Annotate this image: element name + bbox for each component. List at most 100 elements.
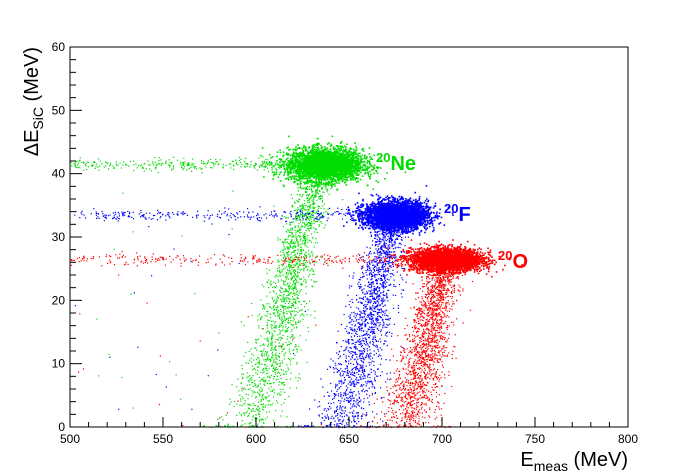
point-20ne [352, 164, 354, 166]
point-20ne [301, 350, 302, 351]
point-20ne [295, 299, 296, 300]
point-20ne [273, 368, 274, 369]
point-20ne [294, 277, 295, 278]
point-20ne [345, 149, 347, 151]
point-20ne [287, 261, 288, 262]
point-20ne [272, 353, 273, 354]
point-20ne [369, 176, 371, 178]
point-20ne [311, 251, 312, 252]
point-20ne [340, 155, 342, 157]
point-20ne [272, 364, 273, 365]
point-20ne [283, 326, 284, 327]
point-20ne [336, 149, 338, 151]
point-20ne [354, 171, 356, 173]
point-20ne [221, 416, 222, 417]
point-20ne [351, 176, 353, 178]
point-20ne [261, 399, 262, 400]
point-20ne [292, 198, 293, 199]
point-20ne [285, 371, 286, 372]
point-20ne [228, 424, 229, 425]
point-20ne [367, 169, 369, 171]
point-20ne [324, 174, 325, 175]
point-20ne [275, 321, 276, 322]
point-20ne [297, 209, 298, 210]
point-20ne [321, 157, 323, 159]
point-20ne [311, 225, 312, 226]
point-20ne [286, 217, 287, 218]
point-20ne [282, 161, 284, 163]
point-20ne [354, 170, 356, 172]
point-20ne [295, 324, 296, 325]
point-20ne [271, 386, 272, 387]
point-20ne [289, 249, 290, 250]
point-20ne [290, 363, 291, 364]
point-20ne [344, 176, 346, 178]
point-20ne [276, 299, 277, 300]
point-20ne [297, 243, 298, 244]
point-20ne [295, 234, 296, 235]
point-20ne [295, 283, 296, 284]
point-20ne [336, 171, 338, 173]
point-20ne [297, 380, 298, 381]
point-20ne [288, 217, 289, 218]
point-20ne [337, 179, 338, 180]
point-20ne [265, 405, 266, 406]
point-20ne [290, 361, 291, 362]
point-20ne [288, 396, 289, 397]
point-20ne [281, 301, 282, 302]
point-20ne [340, 168, 342, 170]
point-20ne [324, 203, 325, 204]
point-20ne [271, 347, 272, 348]
point-20ne [287, 254, 288, 255]
point-20ne [248, 363, 249, 364]
point-20ne [259, 419, 260, 420]
point-20ne [300, 183, 302, 185]
point-20ne [314, 231, 315, 232]
point-20ne [319, 180, 320, 181]
point-20ne [295, 264, 296, 265]
point-20ne [273, 307, 274, 308]
point-20ne [279, 317, 280, 318]
point-20ne [255, 405, 256, 406]
point-20ne [290, 167, 292, 169]
point-20ne [340, 161, 342, 163]
point-20ne [335, 181, 337, 183]
point-20ne [290, 173, 292, 175]
point-20ne [314, 246, 315, 247]
point-20ne [294, 178, 296, 180]
point-20ne [285, 242, 286, 243]
point-20ne [253, 405, 254, 406]
point-20ne [291, 305, 292, 306]
point-20ne [306, 340, 307, 341]
point-20ne [288, 254, 289, 255]
point-20ne [276, 356, 277, 357]
point-20ne [365, 165, 367, 167]
point-20ne [286, 374, 287, 375]
point-20ne [274, 286, 275, 287]
point-20ne [255, 373, 256, 374]
point-20ne [301, 211, 302, 212]
point-20ne [265, 306, 266, 307]
point-20ne [293, 298, 294, 299]
point-20ne [369, 156, 371, 158]
point-20ne [280, 273, 281, 274]
point-20ne [321, 180, 323, 182]
point-20ne [317, 154, 319, 156]
point-20ne [308, 183, 309, 184]
point-20ne [345, 181, 347, 183]
point-20ne [301, 177, 302, 178]
point-20ne [362, 167, 364, 169]
point-20ne [359, 153, 361, 155]
point-20ne [306, 187, 307, 188]
point-20ne [273, 420, 274, 421]
point-20ne [299, 292, 300, 293]
point-20ne [300, 222, 301, 223]
point-20ne [285, 342, 286, 343]
point-20ne [275, 374, 276, 375]
point-20ne [271, 326, 272, 327]
point-20ne [311, 196, 312, 197]
point-20ne [238, 378, 239, 379]
point-20ne [307, 166, 309, 168]
point-20ne [287, 241, 288, 242]
point-20ne [312, 217, 313, 218]
